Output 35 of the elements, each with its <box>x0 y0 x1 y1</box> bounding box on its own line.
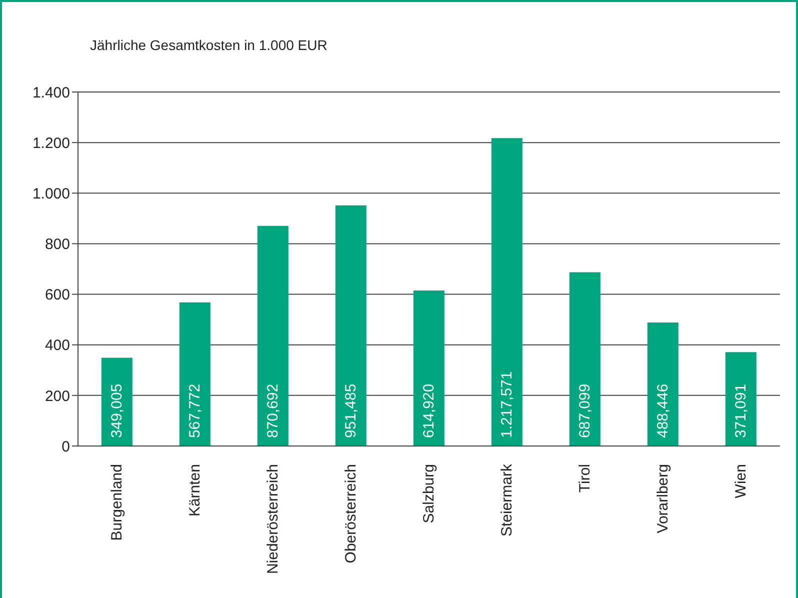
bar <box>335 205 366 446</box>
bar <box>491 138 522 446</box>
data-label: 488,446 <box>654 384 672 438</box>
bar <box>257 226 288 446</box>
x-tick-label: Wien <box>732 464 750 498</box>
bar <box>413 290 444 446</box>
x-tick-label: Tirol <box>576 464 594 493</box>
chart-title: Jährliche Gesamtkosten in 1.000 EUR <box>90 37 328 53</box>
y-tick-label: 1.000 <box>32 185 70 202</box>
bar <box>179 302 210 446</box>
x-tick-label: Niederösterreich <box>264 464 282 574</box>
y-tick-label: 400 <box>44 337 70 354</box>
bar <box>647 322 678 446</box>
data-label: 951,485 <box>342 384 360 438</box>
data-label: 567,772 <box>186 384 204 438</box>
data-label: 349,005 <box>108 384 126 438</box>
y-tick-label: 800 <box>44 236 70 254</box>
x-tick-label: Oberösterreich <box>342 464 360 564</box>
x-tick-label: Vorarlberg <box>654 464 672 534</box>
bar <box>725 352 756 446</box>
x-tick-label: Kärnten <box>186 464 204 517</box>
data-label: 870,692 <box>264 384 282 438</box>
data-label: 371,091 <box>732 384 750 438</box>
y-tick-label: 200 <box>44 388 70 405</box>
x-tick-label: Burgenland <box>108 464 126 541</box>
x-tick-label: Steiermark <box>498 464 516 537</box>
data-label: 687,099 <box>576 384 594 438</box>
data-label: 1.217,571 <box>498 371 516 438</box>
y-tick-label: 600 <box>44 286 70 304</box>
y-tick-label: 1.400 <box>32 84 70 102</box>
y-tick-label: 1.200 <box>32 134 70 152</box>
data-label: 614,920 <box>420 384 438 438</box>
bar <box>569 272 600 446</box>
y-tick-label: 0 <box>62 438 70 456</box>
x-tick-label: Salzburg <box>420 464 438 524</box>
